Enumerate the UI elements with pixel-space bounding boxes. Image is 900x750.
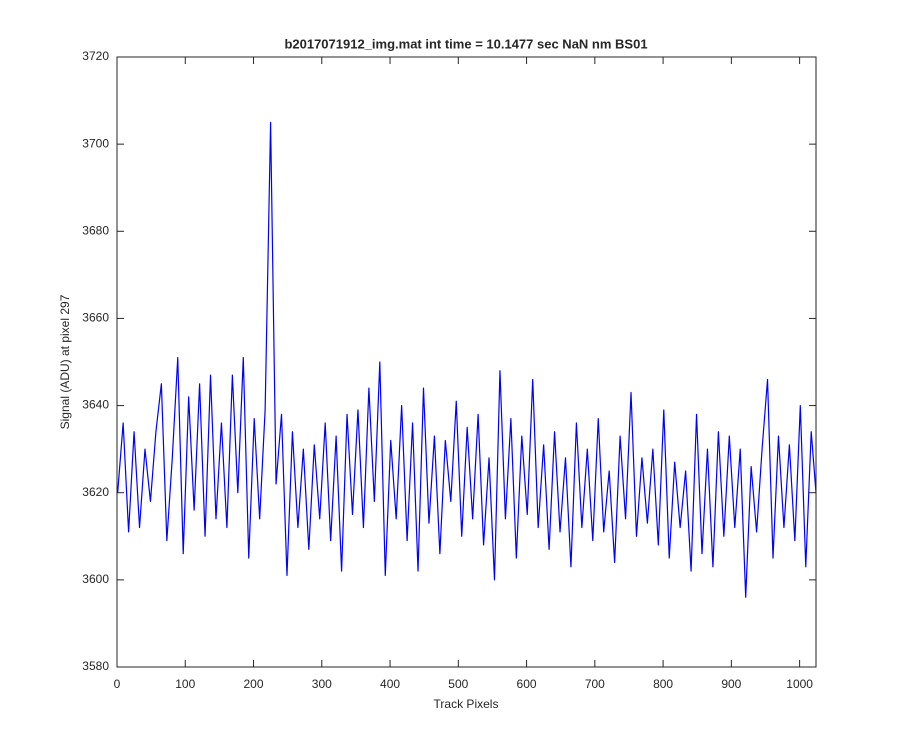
- x-tick-label: 500: [448, 677, 468, 691]
- plot-frame: [116, 56, 817, 668]
- y-tick-label: 3680: [82, 223, 109, 237]
- x-tick-label: 700: [585, 677, 605, 691]
- y-tick-label: 3620: [82, 485, 109, 499]
- x-tick-label: 600: [517, 677, 537, 691]
- x-tick-label: 300: [312, 677, 332, 691]
- x-tick-label: 400: [380, 677, 400, 691]
- x-axis-label: Track Pixels: [434, 697, 499, 711]
- x-tick-label: 900: [721, 677, 741, 691]
- y-tick-label: 3580: [82, 659, 109, 673]
- x-tick-label: 800: [653, 677, 673, 691]
- x-tick-label: 200: [244, 677, 264, 691]
- x-tick-label: 1000: [786, 677, 813, 691]
- x-tick-label: 100: [175, 677, 195, 691]
- y-axis-label: Signal (ADU) at pixel 297: [58, 294, 72, 429]
- data-line: [117, 121, 817, 598]
- y-tick-label: 3600: [82, 572, 109, 586]
- x-tick-label: 0: [114, 677, 121, 691]
- y-tick-label: 3660: [82, 311, 109, 325]
- y-tick-label: 3700: [82, 136, 109, 150]
- y-tick-label: 3720: [82, 49, 109, 63]
- chart-title: b2017071912_img.mat int time = 10.1477 s…: [284, 36, 647, 51]
- y-tick-label: 3640: [82, 398, 109, 412]
